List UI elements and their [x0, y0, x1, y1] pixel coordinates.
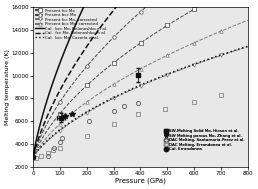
- SW Melting porous Mo, Zhang et al.: [64, 115, 67, 117]
- Cal.  fcc Mo, Belonoshko et al.: [69, 70, 72, 72]
- DAC Melting, Errandonea et al.: [85, 135, 88, 137]
- SW Melting porous Mo, Zhang et al.: [70, 113, 74, 115]
- Cal.  bcc Mo, Belonoshko et al.: [69, 34, 72, 37]
- DAC Melting, Errandonea et al.: [136, 113, 139, 115]
- Present bcc Mo, corrected: [69, 113, 72, 115]
- Line: Present bcc Mo: Present bcc Mo: [31, 0, 250, 159]
- Present fcc Mo, corrected: [69, 122, 72, 124]
- Cal.  fcc Mo, Belonoshko et al.: [87, 43, 90, 46]
- Present fcc Mo, corrected: [31, 156, 35, 158]
- Present fcc Mo: [31, 156, 35, 158]
- DAC Melting, Santamaria-Perez et al.: [58, 141, 61, 143]
- Line: Present fcc Mo: Present fcc Mo: [31, 0, 250, 159]
- Cal.  bcc Mo, Cazorla et al.: [246, 45, 249, 47]
- DAC Melting, Errandonea et al.: [34, 157, 37, 159]
- Present bcc Mo, corrected: [158, 58, 161, 60]
- Present bcc Mo, corrected: [87, 100, 90, 102]
- Present fcc Mo: [193, 8, 196, 10]
- DAC Melting, Errandonea et al.: [112, 122, 115, 125]
- DAC Melting, Santamaria-Perez et al.: [61, 137, 64, 140]
- Y-axis label: Melting temperature (K): Melting temperature (K): [5, 49, 10, 125]
- Line: Present fcc Mo, corrected: Present fcc Mo, corrected: [31, 45, 250, 159]
- Present bcc Mo, corrected: [246, 19, 249, 21]
- Line: DAC Melting, Errandonea et al.: DAC Melting, Errandonea et al.: [34, 93, 223, 160]
- Cal.  bcc Mo, Cazorla et al.: [87, 110, 90, 112]
- Cal.  fcc Mo, Belonoshko et al.: [31, 156, 35, 158]
- Present fcc Mo, corrected: [246, 46, 249, 48]
- Line: DAC Melting, Santamaria-Perez et al.: DAC Melting, Santamaria-Perez et al.: [46, 101, 140, 158]
- DAC Melting, Errandonea et al.: [163, 108, 166, 110]
- Present fcc Mo: [129, 49, 132, 51]
- DAC Melting, Errandonea et al.: [220, 94, 223, 96]
- Cal.  bcc Mo, Cazorla et al.: [175, 70, 178, 72]
- DAC Melting, Errandonea et al.: [39, 154, 43, 157]
- DAC Melting, Errandonea et al.: [58, 147, 61, 149]
- Present bcc Mo, corrected: [31, 156, 35, 158]
- Present fcc Mo: [87, 83, 90, 85]
- DAC Melting, Errandonea et al.: [193, 101, 196, 103]
- DAC Melting, Errandonea et al.: [52, 149, 55, 152]
- Present fcc Mo, corrected: [87, 111, 90, 113]
- Present fcc Mo: [158, 29, 161, 31]
- Present fcc Mo, corrected: [193, 63, 196, 66]
- Present fcc Mo, corrected: [175, 70, 178, 72]
- Present bcc Mo: [69, 85, 72, 87]
- Present bcc Mo: [87, 64, 90, 66]
- Cal.  bcc Mo, Cazorla et al.: [129, 89, 132, 91]
- Cal.  bcc Mo, Belonoshko et al.: [31, 156, 35, 158]
- DAC Melting, Errandonea et al.: [46, 152, 49, 154]
- DAC Melting, Santamaria-Perez et al.: [112, 110, 115, 112]
- Cal.  bcc Mo, Cazorla et al.: [69, 121, 72, 123]
- Present bcc Mo: [31, 156, 35, 158]
- Cal.  bcc Mo, Cazorla et al.: [158, 76, 161, 78]
- Present fcc Mo, corrected: [158, 77, 161, 79]
- Present bcc Mo, corrected: [129, 74, 132, 76]
- Line: Cal.  bcc Mo, Belonoshko et al.: Cal. bcc Mo, Belonoshko et al.: [33, 0, 248, 157]
- Line: Cal.  bcc Mo, Cazorla et al.: Cal. bcc Mo, Cazorla et al.: [33, 46, 248, 157]
- Cal.  bcc Mo, Cazorla et al.: [193, 63, 196, 65]
- DAC Melting, Santamaria-Perez et al.: [46, 154, 49, 157]
- Present fcc Mo, corrected: [129, 89, 132, 92]
- DAC Melting, Santamaria-Perez et al.: [53, 146, 56, 149]
- DAC Melting, Santamaria-Perez et al.: [88, 120, 91, 122]
- Present bcc Mo, corrected: [193, 41, 196, 44]
- Legend: SW-Melting Solid Mo, Hixson et al., SW Melting porous Mo, Zhang et al., DAC Melt: SW-Melting Solid Mo, Hixson et al., SW M…: [162, 129, 246, 152]
- Line: SW Melting porous Mo, Zhang et al.: SW Melting porous Mo, Zhang et al.: [62, 112, 75, 119]
- Present bcc Mo: [129, 20, 132, 22]
- Present fcc Mo: [69, 100, 72, 102]
- Line: Present bcc Mo, corrected: Present bcc Mo, corrected: [31, 19, 250, 159]
- Line: Cal.  fcc Mo, Belonoshko et al.: Cal. fcc Mo, Belonoshko et al.: [33, 0, 248, 157]
- DAC Melting, Santamaria-Perez et al.: [136, 102, 139, 104]
- X-axis label: Pressure (GPa): Pressure (GPa): [115, 178, 166, 184]
- Present fcc Mo: [175, 19, 178, 21]
- DAC Melting, Santamaria-Perez et al.: [123, 105, 126, 108]
- Cal.  bcc Mo, Cazorla et al.: [31, 156, 35, 158]
- Present bcc Mo, corrected: [175, 50, 178, 52]
